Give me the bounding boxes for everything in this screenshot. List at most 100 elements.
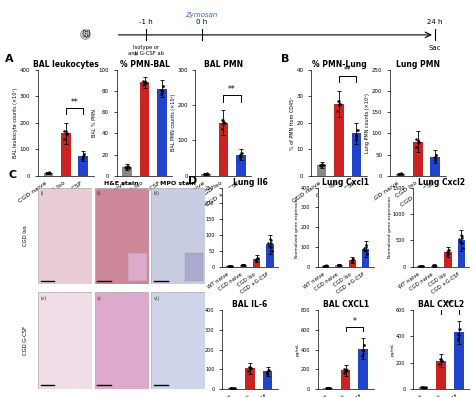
Point bbox=[236, 155, 244, 161]
Title: Lung Cxcl1: Lung Cxcl1 bbox=[322, 178, 369, 187]
Point bbox=[431, 262, 439, 269]
Point bbox=[361, 342, 368, 349]
Y-axis label: BAL leukocyte counts (×10³): BAL leukocyte counts (×10³) bbox=[13, 88, 18, 158]
Point bbox=[348, 258, 356, 265]
Title: BAL CXCL2: BAL CXCL2 bbox=[418, 300, 464, 309]
Point bbox=[432, 262, 439, 269]
Point bbox=[454, 331, 462, 337]
Point bbox=[445, 247, 452, 253]
Point bbox=[342, 366, 349, 372]
Point bbox=[200, 171, 208, 177]
Point bbox=[238, 262, 246, 268]
Bar bbox=[44, 173, 53, 176]
Point bbox=[46, 170, 54, 176]
Point bbox=[348, 257, 356, 264]
Point bbox=[415, 139, 423, 145]
Point bbox=[362, 241, 370, 248]
Bar bbox=[236, 154, 246, 176]
Point bbox=[246, 364, 254, 370]
Point bbox=[141, 79, 148, 85]
Point bbox=[343, 367, 350, 373]
Point bbox=[158, 87, 165, 94]
Bar bbox=[185, 253, 203, 281]
Point bbox=[325, 384, 333, 391]
Point bbox=[335, 102, 343, 108]
Point bbox=[240, 262, 247, 268]
Bar bbox=[352, 133, 361, 176]
Point bbox=[419, 384, 426, 391]
Text: iii): iii) bbox=[154, 191, 160, 197]
Point bbox=[239, 262, 247, 268]
Text: B: B bbox=[281, 54, 289, 64]
Point bbox=[455, 331, 462, 337]
Point bbox=[431, 158, 438, 164]
Point bbox=[142, 79, 149, 85]
Point bbox=[247, 365, 255, 371]
Point bbox=[264, 368, 271, 375]
Point bbox=[44, 170, 51, 177]
Point bbox=[316, 162, 323, 168]
Point bbox=[228, 263, 236, 269]
Bar bbox=[335, 265, 343, 266]
Bar bbox=[334, 104, 344, 176]
Point bbox=[444, 249, 451, 256]
Point bbox=[456, 239, 464, 245]
Point bbox=[394, 170, 402, 177]
Bar bbox=[219, 123, 228, 176]
Point bbox=[457, 231, 465, 238]
Bar bbox=[437, 361, 446, 389]
Point bbox=[396, 171, 403, 177]
Point bbox=[264, 369, 271, 375]
Point bbox=[418, 384, 425, 391]
Text: E: E bbox=[188, 298, 196, 308]
Point bbox=[158, 89, 165, 96]
Point bbox=[221, 120, 228, 126]
Bar bbox=[430, 157, 440, 176]
Point bbox=[225, 263, 232, 269]
Point bbox=[458, 232, 466, 239]
Point bbox=[349, 256, 357, 262]
Title: % PMN-BAL: % PMN-BAL bbox=[119, 60, 170, 69]
Point bbox=[121, 164, 129, 170]
Point bbox=[444, 249, 451, 256]
Point bbox=[419, 263, 426, 269]
Point bbox=[237, 152, 244, 158]
Point bbox=[229, 385, 237, 391]
Point bbox=[230, 385, 238, 391]
Point bbox=[142, 79, 150, 86]
Point bbox=[399, 170, 406, 177]
Point bbox=[63, 130, 71, 136]
Point bbox=[241, 262, 248, 268]
Point bbox=[459, 245, 467, 251]
Point bbox=[323, 385, 331, 391]
Bar bbox=[122, 167, 132, 176]
Point bbox=[414, 138, 421, 145]
Title: BAL PMN: BAL PMN bbox=[204, 60, 243, 69]
Point bbox=[419, 384, 426, 391]
Point bbox=[254, 254, 261, 261]
Y-axis label: Normalized gene expression: Normalized gene expression bbox=[295, 196, 299, 258]
Point bbox=[204, 171, 212, 177]
Point bbox=[123, 164, 130, 170]
Point bbox=[245, 368, 252, 374]
Bar bbox=[362, 249, 369, 266]
Point bbox=[431, 154, 438, 160]
Text: *: * bbox=[134, 52, 138, 61]
Point bbox=[79, 153, 87, 160]
Point bbox=[353, 132, 360, 139]
Point bbox=[237, 154, 244, 160]
Point bbox=[227, 385, 234, 391]
Point bbox=[436, 361, 443, 367]
Point bbox=[46, 170, 54, 176]
Point bbox=[219, 117, 227, 123]
Title: Lung PMN: Lung PMN bbox=[396, 60, 440, 69]
Point bbox=[335, 262, 343, 268]
Point bbox=[228, 385, 235, 391]
Point bbox=[226, 263, 233, 269]
Point bbox=[412, 144, 420, 150]
Point bbox=[444, 252, 451, 258]
Point bbox=[322, 385, 330, 391]
Point bbox=[336, 98, 343, 104]
Point bbox=[79, 153, 86, 160]
Point bbox=[263, 371, 271, 377]
